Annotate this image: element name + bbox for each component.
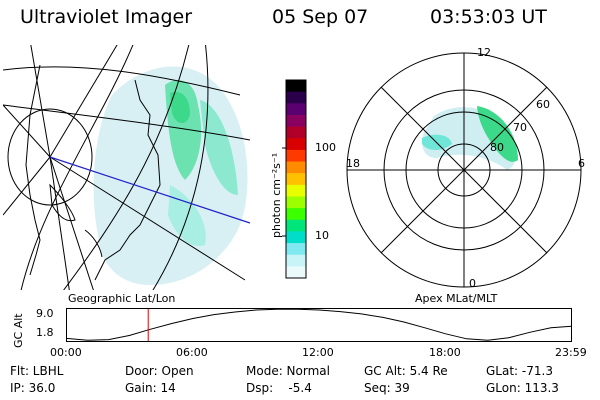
footer-dsp: Dsp: -5.4 bbox=[246, 381, 312, 395]
terminator-line bbox=[49, 156, 251, 224]
aurora-band-east bbox=[200, 100, 238, 195]
polar-plot bbox=[346, 52, 582, 288]
alt-frame bbox=[66, 308, 572, 342]
colorbar-step bbox=[286, 80, 306, 93]
mlt-label-6: 6 bbox=[578, 157, 585, 170]
colorbar-step bbox=[286, 254, 306, 267]
alt-ytick-1-8: 1.8 bbox=[36, 326, 54, 339]
alt-series-line bbox=[66, 308, 572, 341]
alt-xtick-1200: 12:00 bbox=[302, 346, 334, 359]
polar-grid bbox=[346, 52, 582, 288]
alt-ytick-9: 9.0 bbox=[36, 307, 54, 320]
polar-aurora-green bbox=[477, 106, 518, 162]
colorbar-unit-label: photon cm⁻²s⁻¹ bbox=[270, 152, 283, 238]
aurora-patch bbox=[168, 185, 206, 246]
colorbar-tick-label-10: 10 bbox=[315, 229, 329, 242]
alt-xtick-0000: 00:00 bbox=[50, 346, 82, 359]
lat-label-60: 60 bbox=[536, 98, 550, 111]
altitude-chart bbox=[66, 308, 572, 342]
colorbar-step bbox=[286, 138, 306, 151]
lat-label-80: 80 bbox=[490, 141, 504, 154]
footer-ip: IP: 36.0 bbox=[10, 381, 56, 395]
mlt-label-12: 12 bbox=[477, 46, 491, 59]
colorbar-step bbox=[286, 184, 306, 198]
footer-glon: GLon: 113.3 bbox=[486, 381, 559, 395]
date-label: 05 Sep 07 bbox=[272, 6, 369, 28]
polar-caption: Apex MLat/MLT bbox=[415, 292, 498, 305]
colorbar-step bbox=[286, 208, 306, 221]
aurora-core bbox=[170, 91, 190, 124]
colorbar-step bbox=[286, 196, 306, 209]
colorbar-step bbox=[286, 161, 306, 174]
mlt-label-0: 0 bbox=[469, 277, 476, 290]
mlt-label-18: 18 bbox=[346, 157, 360, 170]
colorbar-step bbox=[286, 126, 306, 139]
colorbar-tick-label-100: 100 bbox=[315, 141, 336, 154]
colorbar-step bbox=[286, 266, 306, 279]
alt-xtick-1800: 18:00 bbox=[429, 346, 461, 359]
time-label: 03:53:03 UT bbox=[430, 6, 547, 28]
alt-ylabel: GC Alt bbox=[12, 313, 25, 348]
colorbar-step bbox=[286, 149, 306, 163]
geo-caption: Geographic Lat/Lon bbox=[68, 292, 176, 305]
alt-xtick-2359: 23:59 bbox=[555, 346, 587, 359]
colorbar-step bbox=[286, 173, 306, 186]
colorbar-gradient bbox=[286, 80, 306, 279]
footer-door: Door: Open bbox=[125, 364, 194, 378]
footer-seq: Seq: 39 bbox=[364, 381, 410, 395]
footer-gain: Gain: 14 bbox=[125, 381, 176, 395]
colorbar bbox=[282, 79, 307, 279]
colorbar-step bbox=[286, 243, 306, 256]
footer-mode: Mode: Normal bbox=[246, 364, 330, 378]
colorbar-step bbox=[286, 231, 306, 244]
geographic-map bbox=[3, 45, 251, 290]
colorbar-step bbox=[286, 91, 306, 104]
footer-gcalt: GC Alt: 5.4 Re bbox=[364, 364, 448, 378]
instrument-title: Ultraviolet Imager bbox=[20, 6, 193, 28]
colorbar-step bbox=[286, 103, 306, 116]
lat-label-70: 70 bbox=[513, 121, 527, 134]
coastline bbox=[25, 64, 161, 281]
colorbar-step bbox=[286, 114, 306, 128]
footer-glat: GLat: -71.3 bbox=[486, 364, 553, 378]
colorbar-step bbox=[286, 219, 306, 233]
alt-xtick-0600: 06:00 bbox=[176, 346, 208, 359]
grid-lines bbox=[3, 45, 251, 290]
footer-flt: Flt: LBHL bbox=[10, 364, 64, 378]
